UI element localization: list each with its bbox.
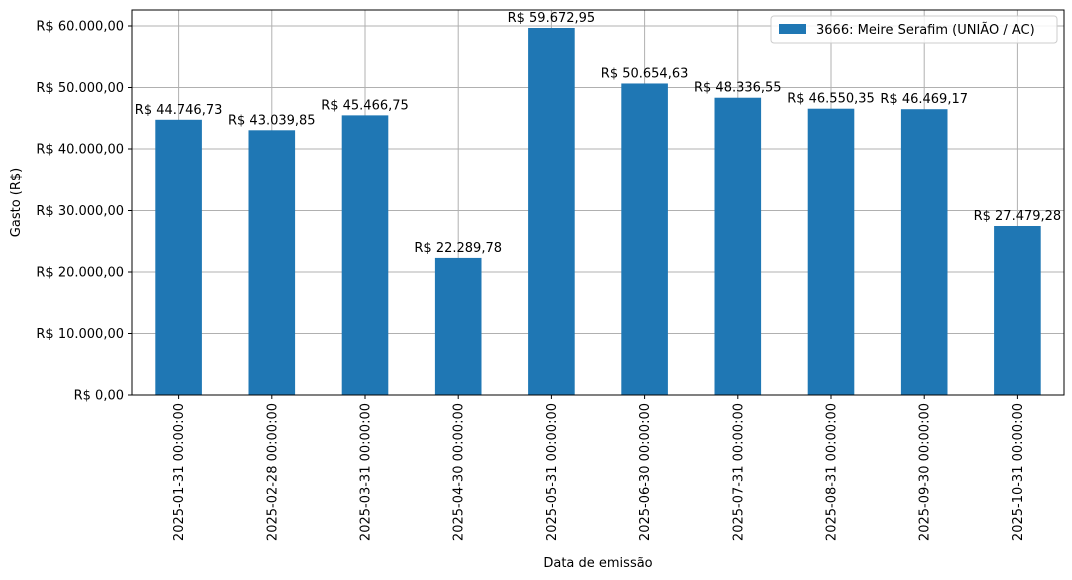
bar <box>994 225 1041 395</box>
bar <box>900 109 948 395</box>
y-tick-label: R$ 30.000,00 <box>36 204 124 219</box>
x-tick-label: 2025-07-31 00:00:00 <box>731 403 746 541</box>
x-tick-label: 2025-02-28 00:00:00 <box>265 403 280 541</box>
bar-value-label: R$ 22.289,78 <box>414 241 502 256</box>
x-axis-label: Data de emissão <box>543 556 652 571</box>
bars <box>155 28 1041 396</box>
legend-entry: 3666: Meire Serafim (UNIÃO / AC) <box>816 22 1035 38</box>
bar-value-label: R$ 44.746,73 <box>135 103 223 118</box>
data-labels: R$ 44.746,73 R$ 43.039,85 R$ 45.466,75 R$ 2… <box>135 11 1061 256</box>
bar <box>807 108 855 395</box>
bar <box>528 28 575 395</box>
x-axis-ticks: 2025-01-31 00:00:00 2025-02-28 00:00:00 20… <box>172 395 1026 541</box>
bar-value-label: R$ 48.336,55 <box>694 81 782 96</box>
x-tick-label: 2025-01-31 00:00:00 <box>172 403 187 541</box>
bar-value-label: R$ 46.550,35 <box>787 92 875 107</box>
y-axis-ticks: R$ 0,00 R$ 10.000,00 R$ 20.000,00 R$ 30.000… <box>36 19 132 404</box>
x-tick-label: 2025-04-30 00:00:00 <box>452 403 467 541</box>
y-tick-label: R$ 10.000,00 <box>36 327 124 342</box>
x-tick-label: 2025-03-31 00:00:00 <box>359 403 374 541</box>
bar-value-label: R$ 43.039,85 <box>228 113 316 128</box>
bar <box>714 97 762 395</box>
x-tick-label: 2025-05-31 00:00:00 <box>545 403 560 541</box>
bar <box>434 257 482 395</box>
bar-value-label: R$ 50.654,63 <box>601 66 689 81</box>
bar <box>621 83 668 395</box>
legend-swatch <box>779 24 806 34</box>
bar <box>155 119 202 395</box>
x-tick-label: 2025-08-31 00:00:00 <box>825 403 840 541</box>
y-axis-label: Gasto (R$) <box>9 168 24 237</box>
legend-box <box>770 15 1058 44</box>
bar-value-label: R$ 45.466,75 <box>321 98 409 113</box>
bar-value-label: R$ 27.479,28 <box>974 209 1062 224</box>
y-tick-label: R$ 0,00 <box>74 389 124 404</box>
y-tick-label: R$ 50.000,00 <box>36 81 124 96</box>
bar <box>248 130 296 396</box>
y-tick-label: R$ 20.000,00 <box>36 265 124 280</box>
bar-value-label: R$ 46.469,17 <box>880 92 968 107</box>
y-tick-label: R$ 40.000,00 <box>36 142 124 157</box>
plot-frame <box>131 9 1065 396</box>
y-tick-label: R$ 60.000,00 <box>36 19 124 34</box>
x-tick-label: 2025-10-31 00:00:00 <box>1011 403 1026 541</box>
bar-value-label: R$ 59.672,95 <box>508 11 596 26</box>
legend: 3666: Meire Serafim (UNIÃO / AC) <box>770 15 1058 44</box>
bar <box>341 115 389 395</box>
x-tick-label: 2025-06-30 00:00:00 <box>638 403 653 541</box>
x-tick-label: 2025-09-30 00:00:00 <box>918 403 933 541</box>
